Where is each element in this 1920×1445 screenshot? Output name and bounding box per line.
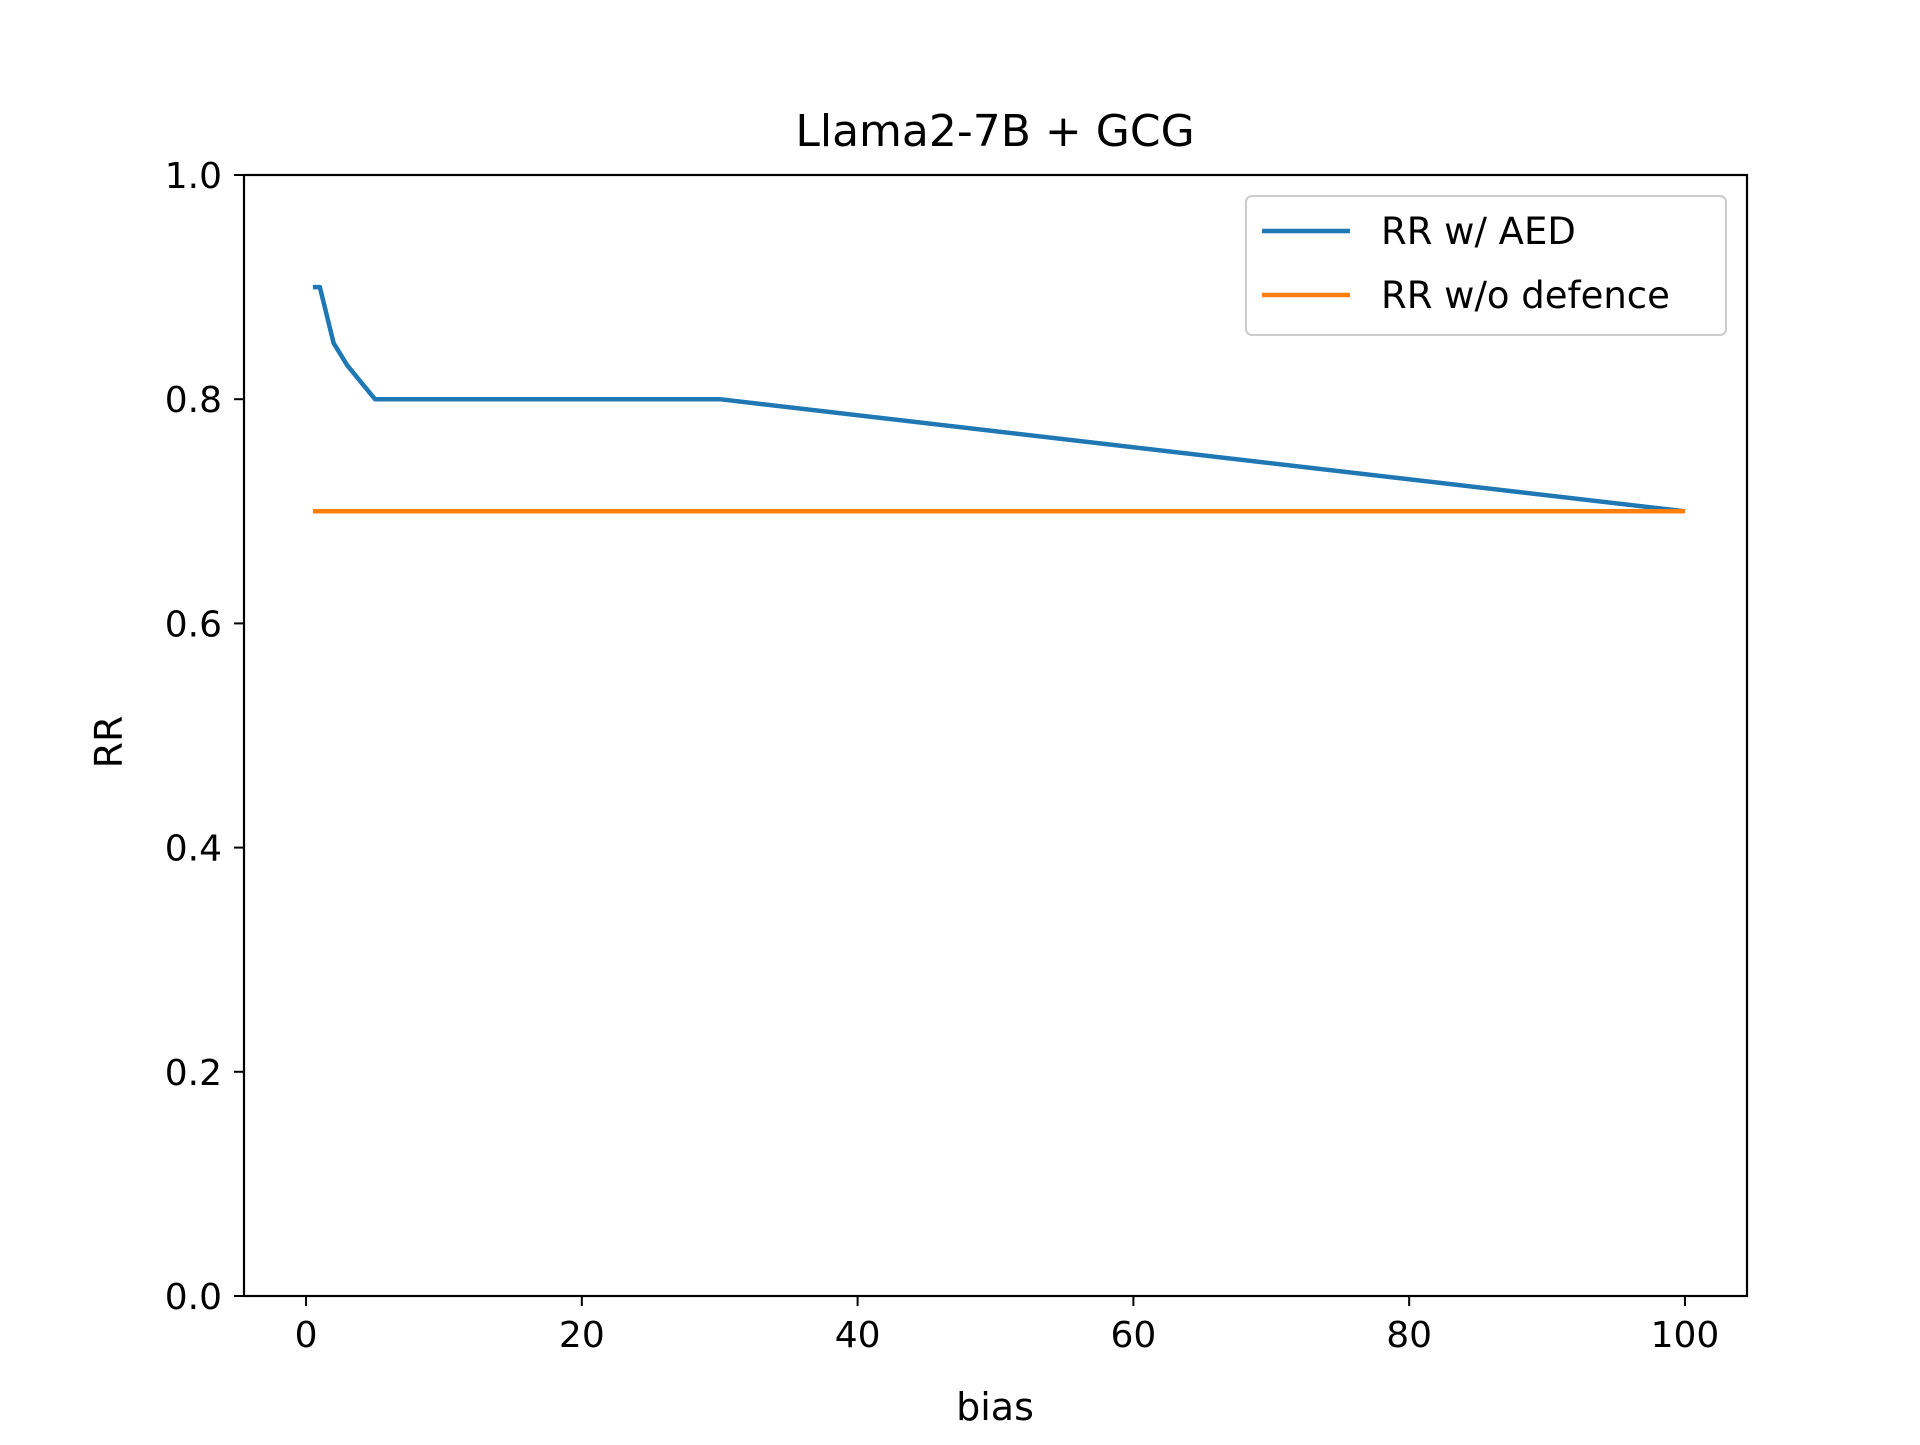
legend: RR w/ AED RR w/o defence <box>1245 195 1727 336</box>
y-tick-label: 1.0 <box>165 156 222 197</box>
y-tick-label: 0.8 <box>165 380 222 421</box>
x-tick-label: 100 <box>1651 1315 1720 1356</box>
chart-title: Llama2-7B + GCG <box>795 106 1194 157</box>
legend-label-2: RR w/o defence <box>1381 274 1670 317</box>
x-tick-label: 20 <box>559 1315 605 1356</box>
y-axis-label: RR <box>87 716 131 769</box>
y-tick-label: 0.6 <box>165 604 222 645</box>
y-tick-label: 0.2 <box>165 1053 222 1094</box>
y-axis: 0.0 0.2 0.4 0.6 0.8 1.0 <box>165 156 244 1318</box>
x-tick-label: 60 <box>1110 1315 1156 1356</box>
x-axis: 0 20 40 60 80 100 <box>295 1296 1720 1356</box>
x-tick-label: 80 <box>1386 1315 1432 1356</box>
plot-frame <box>242 173 1749 1298</box>
y-tick-label: 0.0 <box>165 1277 222 1318</box>
x-axis-label: bias <box>956 1385 1034 1429</box>
x-tick-label: 0 <box>295 1315 318 1356</box>
legend-frame <box>1245 195 1727 336</box>
legend-label-1: RR w/ AED <box>1381 210 1576 253</box>
series-layer <box>312 284 1686 514</box>
x-tick-label: 40 <box>835 1315 881 1356</box>
series-line-1 <box>312 284 1686 514</box>
y-tick-label: 0.4 <box>165 829 222 870</box>
